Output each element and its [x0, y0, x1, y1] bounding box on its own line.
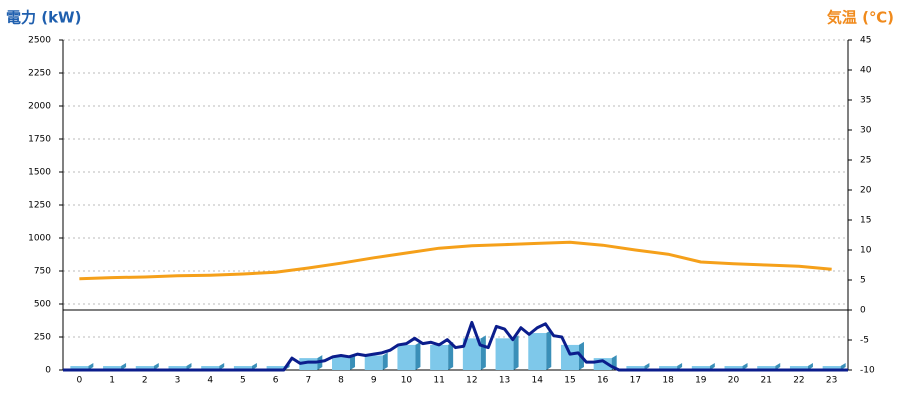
bar [135, 366, 154, 370]
line [63, 320, 848, 372]
y-tick-label: 1250 [28, 201, 51, 211]
bar-side [415, 341, 421, 370]
y2-tick-label: 35 [860, 96, 871, 106]
x-tick-label: 23 [826, 376, 837, 386]
bar-side [480, 335, 486, 370]
x-tick-label: 2 [142, 376, 148, 386]
y2-tick-label: 20 [860, 186, 872, 196]
bar-side [382, 352, 388, 370]
bar-side [807, 363, 813, 370]
x-tick-label: 1 [109, 376, 115, 386]
bar-side [546, 330, 552, 370]
bar [103, 366, 122, 370]
line [79, 240, 832, 281]
bar [201, 366, 220, 370]
x-tick-label: 22 [793, 376, 804, 386]
bar-side [709, 363, 715, 370]
y-tick-label: 2250 [28, 69, 51, 79]
bar-side [677, 363, 683, 370]
y-tick-label: 1500 [28, 168, 51, 178]
bar [299, 358, 318, 370]
x-tick-label: 9 [371, 376, 377, 386]
bar [659, 366, 678, 370]
y-tick-label: 0 [45, 366, 51, 376]
y-tick-label: 250 [34, 333, 51, 343]
bar [757, 366, 776, 370]
y2-tick-label: 5 [860, 276, 866, 286]
x-tick-label: 13 [499, 376, 510, 386]
y2-tick-label: 0 [860, 306, 866, 316]
y2-tick-label: 15 [860, 216, 871, 226]
bar [626, 366, 645, 370]
bar [528, 333, 547, 370]
bar [789, 366, 808, 370]
y-tick-label: 2500 [28, 36, 51, 46]
y-tick-label: 2000 [28, 102, 51, 112]
bar [822, 366, 841, 370]
bar [495, 338, 514, 370]
bar-side [121, 363, 127, 370]
bar [364, 355, 383, 370]
bar-side [219, 363, 225, 370]
bar [233, 366, 252, 370]
x-tick-label: 12 [466, 376, 477, 386]
x-tick-label: 0 [76, 376, 82, 386]
bar [462, 338, 481, 370]
y2-tick-label: -5 [860, 336, 869, 346]
x-tick-label: 17 [630, 376, 641, 386]
bar [430, 344, 449, 370]
y-tick-label: 750 [34, 267, 51, 277]
x-tick-label: 20 [728, 376, 740, 386]
bar-side [742, 363, 748, 370]
bar-side [350, 353, 356, 370]
y2-axis-title: 気温 (℃) [827, 9, 894, 27]
bar [168, 366, 187, 370]
x-tick-label: 16 [597, 376, 609, 386]
bar-side [186, 363, 192, 370]
y-tick-label: 500 [34, 300, 51, 310]
y2-tick-label: -10 [860, 366, 875, 376]
y2-tick-label: 45 [860, 36, 871, 46]
bar [691, 366, 710, 370]
x-tick-label: 7 [305, 376, 311, 386]
bar [724, 366, 743, 370]
bar [266, 366, 285, 370]
bar-side [513, 335, 519, 370]
x-tick-label: 18 [662, 376, 674, 386]
x-tick-label: 11 [433, 376, 444, 386]
x-tick-label: 14 [532, 376, 544, 386]
bar [593, 358, 612, 370]
bar-side [88, 363, 94, 370]
y-axis-title: 電力 (kW) [6, 9, 81, 27]
y2-tick-label: 10 [860, 246, 872, 256]
x-tick-label: 4 [207, 376, 213, 386]
x-tick-label: 21 [761, 376, 772, 386]
x-tick-label: 6 [273, 376, 279, 386]
x-tick-label: 5 [240, 376, 246, 386]
x-tick-label: 15 [564, 376, 575, 386]
bar-side [251, 363, 257, 370]
bar-side [153, 363, 159, 370]
bar [70, 366, 89, 370]
y2-tick-label: 30 [860, 126, 872, 136]
bar-side [448, 341, 454, 370]
bar [397, 344, 416, 370]
bar-side [775, 363, 781, 370]
bar-side [840, 363, 846, 370]
y-tick-label: 1750 [28, 135, 51, 145]
x-tick-label: 3 [175, 376, 181, 386]
y-tick-label: 1000 [28, 234, 51, 244]
bar [332, 356, 351, 370]
x-tick-label: 10 [401, 376, 413, 386]
y2-tick-label: 25 [860, 156, 871, 166]
x-tick-label: 19 [695, 376, 707, 386]
bar-side [644, 363, 650, 370]
x-tick-label: 8 [338, 376, 344, 386]
bar [560, 344, 579, 370]
y2-tick-label: 40 [860, 66, 872, 76]
